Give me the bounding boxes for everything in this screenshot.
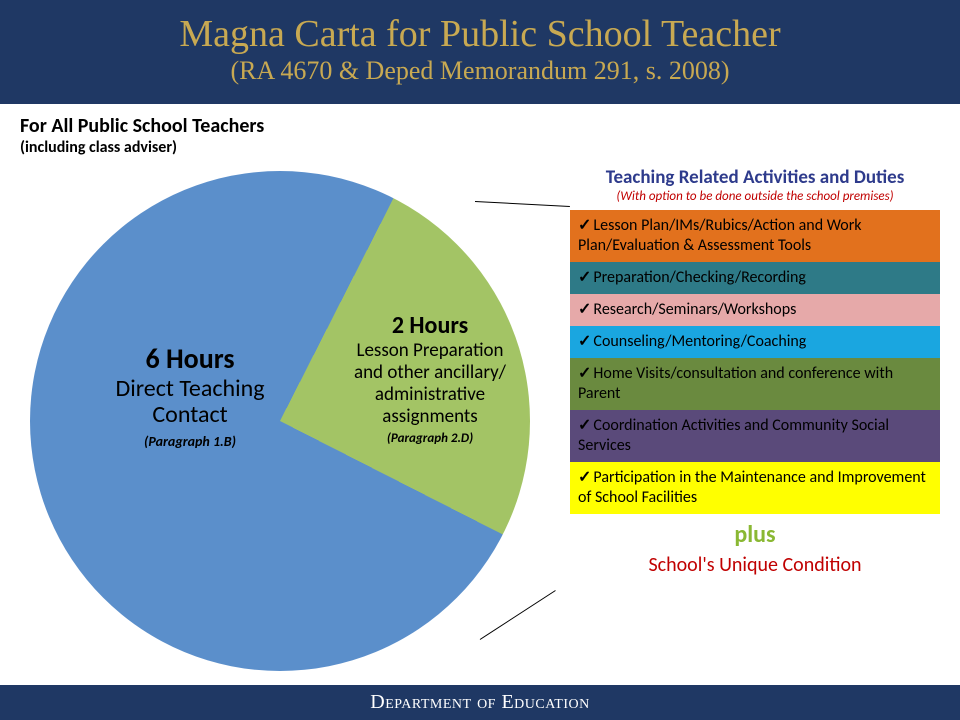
pie-slice-1-label: 6 Hours Direct Teaching Contact (Paragra… — [90, 341, 290, 450]
activity-item-text: Lesson Plan/IMs/Rubics/Action and Work P… — [578, 216, 862, 255]
slice-1-desc: Direct Teaching Contact — [90, 376, 290, 429]
check-icon: ✓ — [578, 364, 591, 383]
check-icon: ✓ — [578, 416, 591, 435]
activity-item-2: ✓Research/Seminars/Workshops — [570, 294, 940, 326]
check-icon: ✓ — [578, 268, 591, 287]
slice-1-ref: (Paragraph 1.B) — [90, 433, 290, 450]
activity-item-text: Preparation/Checking/Recording — [593, 268, 805, 287]
activity-item-text: Research/Seminars/Workshops — [593, 300, 796, 319]
activity-item-text: Home Visits/consultation and conference … — [578, 364, 893, 403]
content-area: 6 Hours Direct Teaching Contact (Paragra… — [0, 161, 960, 681]
slice-1-hours: 6 Hours — [90, 341, 290, 376]
activity-item-1: ✓Preparation/Checking/Recording — [570, 262, 940, 294]
activities-panel: Teaching Related Activities and Duties (… — [570, 166, 940, 577]
activity-item-6: ✓Participation in the Maintenance and Im… — [570, 462, 940, 514]
pie-chart-wrapper: 6 Hours Direct Teaching Contact (Paragra… — [30, 171, 530, 671]
check-icon: ✓ — [578, 332, 591, 351]
activity-item-text: Coordination Activities and Community So… — [578, 416, 889, 455]
pie-slice-2-label: 2 Hours Lesson Preparation and other anc… — [340, 311, 520, 446]
slice-2-hours: 2 Hours — [340, 311, 520, 340]
activities-title: Teaching Related Activities and Duties — [570, 166, 940, 189]
header-title: Magna Carta for Public School Teacher — [0, 12, 960, 56]
activities-list: ✓Lesson Plan/IMs/Rubics/Action and Work … — [570, 210, 940, 514]
subheader-main: For All Public School Teachers — [20, 114, 940, 138]
activity-item-3: ✓Counseling/Mentoring/Coaching — [570, 326, 940, 358]
activity-item-4: ✓Home Visits/consultation and conference… — [570, 358, 940, 410]
subheader: For All Public School Teachers (includin… — [0, 104, 960, 161]
header-subtitle: (RA 4670 & Deped Memorandum 291, s. 2008… — [0, 56, 960, 86]
check-icon: ✓ — [578, 300, 591, 319]
activities-note: (With option to be done outside the scho… — [570, 189, 940, 204]
subheader-note: (including class adviser) — [20, 138, 940, 157]
plus-label: plus — [570, 520, 940, 549]
slice-2-ref: (Paragraph 2.D) — [340, 431, 520, 446]
activity-item-text: Counseling/Mentoring/Coaching — [593, 332, 806, 351]
slice-2-desc: Lesson Preparation and other ancillary/ … — [340, 340, 520, 427]
activity-item-text: Participation in the Maintenance and Imp… — [578, 468, 926, 507]
check-icon: ✓ — [578, 216, 591, 235]
footer-banner: Department of Education — [0, 685, 960, 720]
unique-condition-label: School's Unique Condition — [570, 553, 940, 577]
check-icon: ✓ — [578, 468, 591, 487]
activity-item-0: ✓Lesson Plan/IMs/Rubics/Action and Work … — [570, 210, 940, 262]
header-banner: Magna Carta for Public School Teacher (R… — [0, 0, 960, 104]
activity-item-5: ✓Coordination Activities and Community S… — [570, 410, 940, 462]
